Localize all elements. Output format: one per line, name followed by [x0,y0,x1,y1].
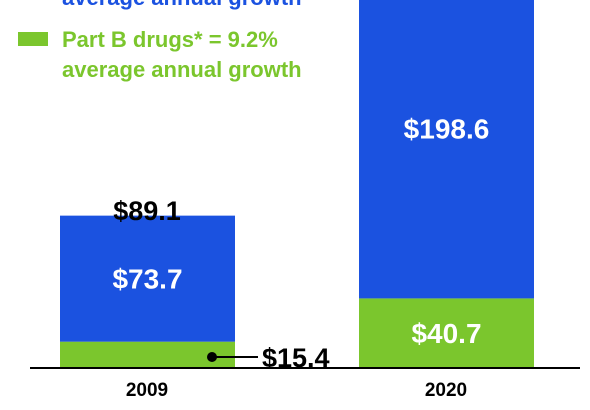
x-tick-2020: 2020 [425,380,467,401]
legend-partb-line2: average annual growth [62,57,302,82]
bar-label-2009-partD: $73.7 [112,264,182,295]
bar-2020-partB [359,298,534,368]
bar-2009-partB [60,341,235,368]
bar-2020-partD [359,0,534,299]
bar-total-2009: $89.1 [113,196,181,226]
legend: average annual growth Part B drugs* = 9.… [18,0,302,82]
bars: $73.7 $40.7 $198.6 [60,0,534,368]
legend-partd-line2: average annual growth [62,0,302,10]
legend-partb-swatch [18,32,48,46]
bar-label-2020-partD: $198.6 [404,114,490,145]
x-tick-2009: 2009 [126,380,168,401]
bar-2009-partD [60,215,235,342]
bar-label-2020-partB: $40.7 [411,318,481,349]
legend-partb-line1: Part B drugs* = 9.2% [62,27,278,52]
